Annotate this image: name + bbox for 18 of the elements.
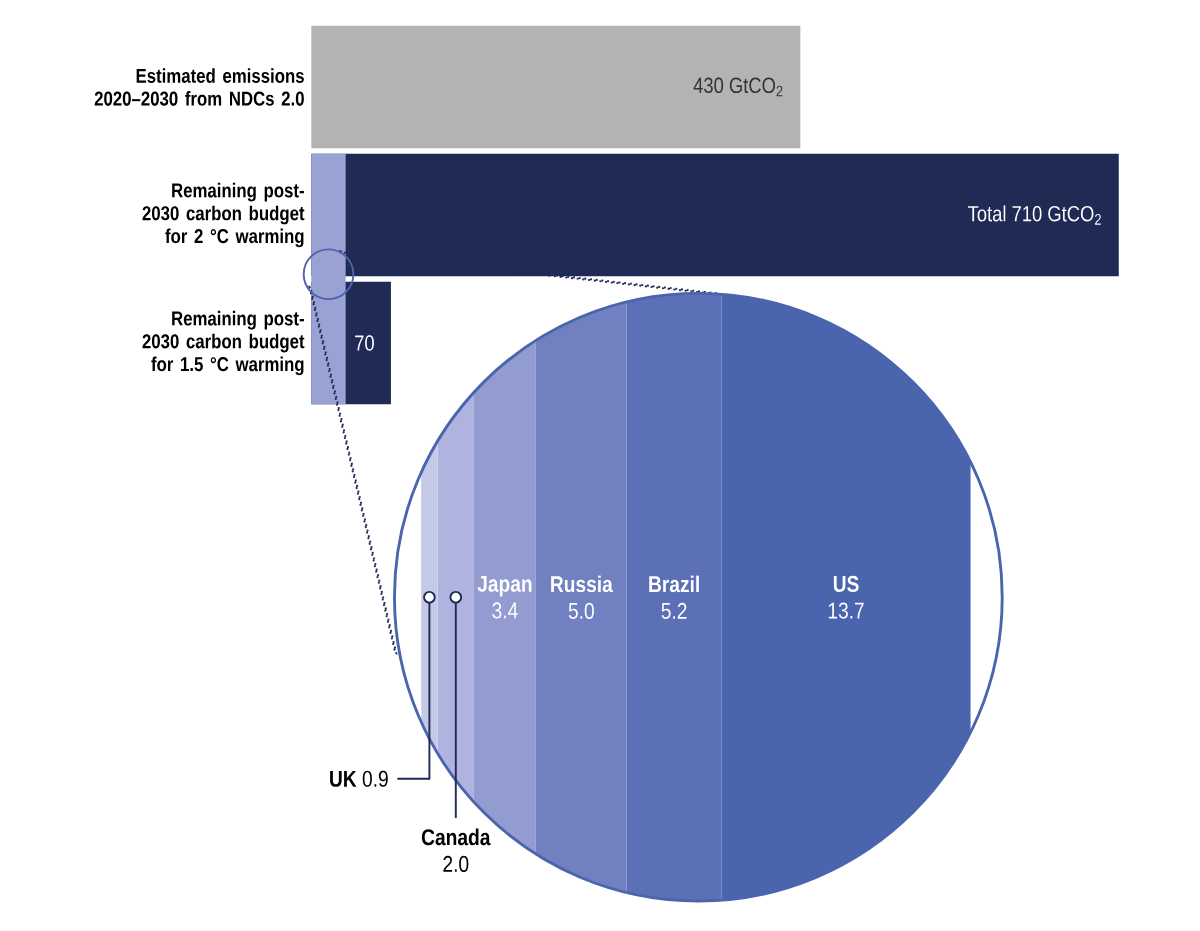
series-label: Canada bbox=[421, 828, 491, 846]
data-label: 2.0 bbox=[443, 855, 469, 873]
data-label: 5.0 bbox=[568, 602, 594, 620]
y-tick-label: Remaining post-2030 carbon budget for 1.5 °C warming bbox=[142, 310, 305, 376]
data-label: 0.9 bbox=[362, 770, 388, 788]
y-tick-label: Remaining post-2030 carbon budget for 2 °C warming bbox=[142, 182, 305, 248]
data-label: 5.2 bbox=[661, 602, 687, 620]
data-label: 3.4 bbox=[492, 602, 518, 619]
data-label: Total 710 GtCO$_{2}$ bbox=[968, 205, 1101, 225]
y-tick-label: Estimated emissions 2020–2030 from NDCs 2.0 bbox=[94, 68, 304, 106]
data-label: 70 bbox=[355, 335, 374, 351]
series-label: Russia bbox=[551, 575, 613, 593]
series-label: US bbox=[833, 575, 859, 593]
series-label: Japan bbox=[477, 576, 532, 597]
series-label: Brazil bbox=[649, 575, 699, 593]
data-label: 13.7 bbox=[828, 602, 864, 619]
data-label: 430 GtCO$_{2}$ bbox=[693, 77, 783, 97]
text: UK bbox=[330, 771, 357, 788]
